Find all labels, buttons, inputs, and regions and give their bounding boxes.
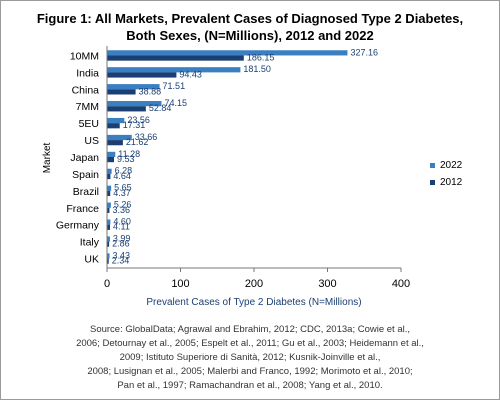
category-label: US	[84, 135, 99, 147]
legend-label-2022: 2022	[440, 160, 463, 171]
legend-swatch-2022	[430, 163, 435, 168]
data-label: 4.64	[113, 171, 131, 181]
data-label: 2.34	[112, 256, 130, 266]
data-label: 4.37	[113, 188, 131, 198]
bar-2022	[107, 168, 112, 174]
data-label: 52.84	[149, 103, 172, 113]
bar-2012	[107, 89, 136, 95]
y-axis-label: Market	[42, 142, 53, 173]
bar-2022	[107, 151, 116, 157]
category-label: 7MM	[76, 101, 99, 113]
category-label: Japan	[70, 152, 99, 164]
data-label: 3.36	[112, 205, 130, 215]
data-label: 5.26	[114, 200, 132, 210]
data-label: 5.65	[114, 183, 132, 193]
category-label: France	[66, 203, 99, 215]
data-label: 186.15	[247, 52, 275, 62]
bar-2012	[107, 140, 123, 146]
legend: 2022 2012	[430, 160, 463, 188]
x-tick-label: 0	[104, 278, 110, 290]
bar-2012	[107, 207, 110, 213]
legend-label-2012: 2012	[440, 177, 463, 188]
bar-2012	[107, 157, 115, 163]
bar-2012	[107, 258, 109, 264]
data-label: 2.86	[112, 239, 130, 249]
source-line-3: 2009; Istituto Superiore di Sanità, 2012…	[119, 352, 381, 363]
bar-2012	[107, 241, 110, 247]
category-label: 5EU	[79, 118, 99, 130]
bar-2022	[107, 101, 162, 107]
bar-2012	[107, 55, 244, 61]
source-line-2: 2006; Detournay et al., 2005; Espelt et …	[76, 338, 424, 349]
bar-2012	[107, 106, 146, 112]
category-label: Italy	[80, 237, 100, 249]
bar-2022	[107, 202, 111, 208]
data-label: 94.43	[179, 69, 202, 79]
x-tick-label: 100	[171, 278, 189, 290]
data-label: 181.50	[243, 64, 271, 74]
bar-2022	[107, 185, 112, 191]
category-label: UK	[84, 254, 99, 266]
x-axis-label: Prevalent Cases of Type 2 Diabetes (N=Mi…	[146, 297, 361, 308]
bar-2012	[107, 173, 111, 180]
source-line-4: 2008; Lusignan et al., 2005; Malerbi and…	[87, 366, 413, 377]
data-label: 33.66	[135, 132, 158, 142]
data-label: 38.88	[139, 86, 162, 96]
category-label: 10MM	[70, 50, 99, 62]
data-label: 17.31	[123, 120, 146, 130]
x-tick-label: 200	[245, 278, 263, 290]
category-label: Brazil	[73, 186, 99, 198]
bar-2022	[107, 236, 110, 242]
category-labels-group: 10MM India China 7MM 5EU US Japan Spain Brazil Fr…	[56, 50, 100, 265]
data-label: 71.51	[163, 81, 186, 91]
bar-2022	[107, 253, 110, 259]
category-label: Germany	[56, 220, 100, 232]
source-note: Source: GlobalData; Agrawal and Ebrahim,…	[20, 323, 480, 393]
bar-2022	[107, 117, 125, 124]
legend-swatch-2012	[430, 180, 435, 185]
chart-title-line-1: Figure 1: All Markets, Prevalent Cases o…	[36, 11, 464, 26]
source-line-5: Pan et al., 1997; Ramachandran et al., 2…	[117, 380, 383, 391]
bar-2022	[107, 67, 241, 73]
data-label: 6.28	[115, 166, 133, 176]
bar-2012	[107, 190, 111, 197]
bar-2022	[107, 50, 348, 56]
category-label: India	[76, 67, 99, 79]
category-label: China	[72, 84, 100, 96]
bar-2012	[107, 224, 111, 230]
x-ticks-group: 0 100 200 300 400	[104, 268, 410, 290]
data-label: 21.62	[126, 137, 149, 147]
bar-2012	[107, 72, 177, 78]
data-label: 9.53	[117, 154, 135, 164]
category-label: Spain	[72, 169, 99, 181]
bar-2022	[107, 134, 132, 141]
data-label: 4.11	[113, 222, 130, 232]
bar-2022	[107, 84, 160, 90]
chart-title: Figure 1: All Markets, Prevalent Cases o…	[10, 10, 490, 44]
data-label: 23.56	[127, 115, 150, 125]
x-tick-label: 400	[392, 278, 410, 290]
bar-2022	[107, 219, 111, 225]
data-label: 3.99	[113, 233, 131, 243]
x-tick-label: 300	[318, 278, 336, 290]
data-label: 11.28	[118, 149, 140, 159]
data-label: 3.43	[113, 250, 131, 260]
axes-group	[106, 46, 401, 269]
bar-2012	[107, 123, 120, 129]
bars-group: 327.16 186.15 181.50 94.43 71.5138.8874.1552…	[107, 47, 378, 266]
source-line-1: Source: GlobalData; Agrawal and Ebrahim,…	[89, 324, 410, 335]
chart-title-line-2: Both Sexes, (N=Millions), 2012 and 2022	[126, 28, 374, 43]
data-label: 4.60	[113, 216, 131, 226]
data-label: 74.15	[165, 98, 188, 108]
data-label: 327.16	[350, 47, 378, 57]
